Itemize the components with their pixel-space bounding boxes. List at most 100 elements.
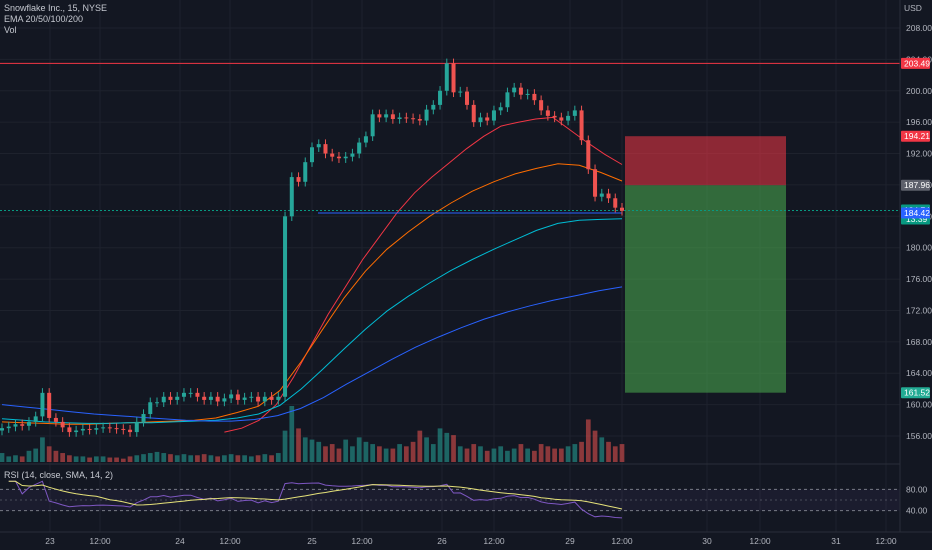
- volume-bar: [235, 455, 241, 462]
- candle: [485, 112, 490, 126]
- candle: [215, 392, 220, 407]
- time-tick-label: 30: [702, 536, 712, 546]
- candle: [309, 142, 315, 167]
- candle: [505, 87, 510, 112]
- volume-bar: [309, 439, 315, 462]
- time-tick-label: 12:00: [875, 536, 897, 546]
- candle: [336, 151, 341, 163]
- candle: [188, 388, 193, 398]
- volume-bar: [558, 448, 564, 462]
- volume-bar: [444, 432, 450, 462]
- candle: [438, 86, 443, 110]
- volume-bar: [228, 454, 234, 462]
- volume-bar: [33, 448, 39, 462]
- volume-bar: [275, 453, 281, 462]
- volume-bar: [457, 446, 463, 462]
- candle: [242, 392, 247, 405]
- volume-bar: [188, 455, 194, 462]
- candle: [13, 419, 18, 432]
- candle: [323, 139, 328, 159]
- candle: [256, 392, 261, 407]
- horizontal-lines[interactable]: [0, 62, 900, 214]
- candle: [74, 425, 79, 437]
- time-tick-label: 12:00: [611, 536, 633, 546]
- candle: [458, 86, 463, 98]
- volume-bar: [363, 441, 369, 462]
- volume-bar: [168, 454, 173, 462]
- volume-bars: [0, 406, 625, 462]
- svg-text:187.96: 187.96: [904, 180, 930, 190]
- ema-legend[interactable]: EMA 20/50/100/200: [4, 14, 84, 24]
- volume-bar: [323, 446, 328, 462]
- volume-bar: [585, 419, 591, 462]
- price-tick-label: 156.00: [906, 431, 932, 441]
- candle: [444, 58, 449, 96]
- svg-text:161.52: 161.52: [904, 388, 930, 398]
- candle: [566, 111, 571, 126]
- price-tick-label: 168.00: [906, 337, 932, 347]
- rsi-sma-line: [8, 480, 623, 510]
- svg-text:13:39: 13:39: [906, 214, 928, 224]
- price-tag: 187.96: [901, 179, 930, 191]
- volume-bar: [13, 455, 18, 462]
- symbol-legend[interactable]: Snowflake Inc., 15, NYSE EMA 20/50/100/2…: [4, 3, 107, 36]
- candle: [269, 392, 274, 405]
- price-tick-label: 200.00: [906, 86, 932, 96]
- volume-bar: [46, 446, 52, 462]
- short-position-tool[interactable]: [625, 136, 786, 393]
- price-tick-label: 164.00: [906, 368, 932, 378]
- price-tick-label: 208.00: [906, 23, 932, 33]
- volume-bar: [484, 450, 490, 462]
- volume-bar: [545, 446, 551, 462]
- rsi-tick-label: 80.00: [906, 484, 928, 494]
- volume-bar: [478, 446, 483, 462]
- candle: [141, 409, 146, 427]
- candle: [350, 148, 355, 162]
- volume-bar: [0, 453, 5, 462]
- volume-bar: [100, 456, 106, 462]
- symbol-title[interactable]: Snowflake Inc., 15, NYSE: [4, 3, 108, 13]
- stop-loss-zone[interactable]: [625, 136, 786, 186]
- candle: [599, 188, 604, 202]
- volume-bar: [174, 455, 180, 462]
- volume-legend[interactable]: Vol: [4, 25, 17, 35]
- time-tick-label: 12:00: [749, 536, 771, 546]
- candle: [417, 114, 422, 126]
- volume-bar: [127, 456, 133, 462]
- candle: [572, 105, 577, 121]
- svg-text:184.42: 184.42: [904, 208, 930, 218]
- volume-bar: [282, 430, 288, 462]
- volume-bar: [181, 454, 187, 462]
- candle: [397, 112, 402, 124]
- rsi-tick-label: 40.00: [906, 506, 928, 516]
- volume-bar: [147, 453, 153, 462]
- volume-bar: [201, 454, 207, 462]
- time-axis[interactable]: 23 12:00 24 12:00 25 12:00 26 12:00 29 12:00 30 12:…: [45, 536, 897, 546]
- volume-bar: [269, 455, 274, 462]
- candle: [134, 417, 139, 437]
- candle: [195, 388, 200, 402]
- time-tick-label: 12:00: [483, 536, 505, 546]
- candle: [424, 104, 429, 126]
- candle: [377, 109, 382, 123]
- price-tag: 161.52: [901, 387, 930, 399]
- volume-bar: [107, 457, 113, 462]
- candle: [161, 392, 166, 407]
- take-profit-zone[interactable]: [625, 185, 786, 393]
- volume-bar: [6, 456, 12, 462]
- candle: [20, 419, 25, 431]
- candle: [67, 422, 72, 437]
- rsi-line: [8, 480, 623, 519]
- candle: [154, 397, 160, 407]
- time-tick-label: 12:00: [351, 536, 373, 546]
- volume-bar: [606, 441, 611, 462]
- rsi-legend[interactable]: RSI (14, close, SMA, 14, 2): [4, 470, 114, 480]
- volume-bar: [87, 457, 92, 462]
- volume-bar: [538, 444, 544, 462]
- volume-bar: [518, 444, 524, 462]
- candle: [33, 411, 38, 427]
- candle: [390, 109, 395, 124]
- volume-bar: [114, 457, 119, 462]
